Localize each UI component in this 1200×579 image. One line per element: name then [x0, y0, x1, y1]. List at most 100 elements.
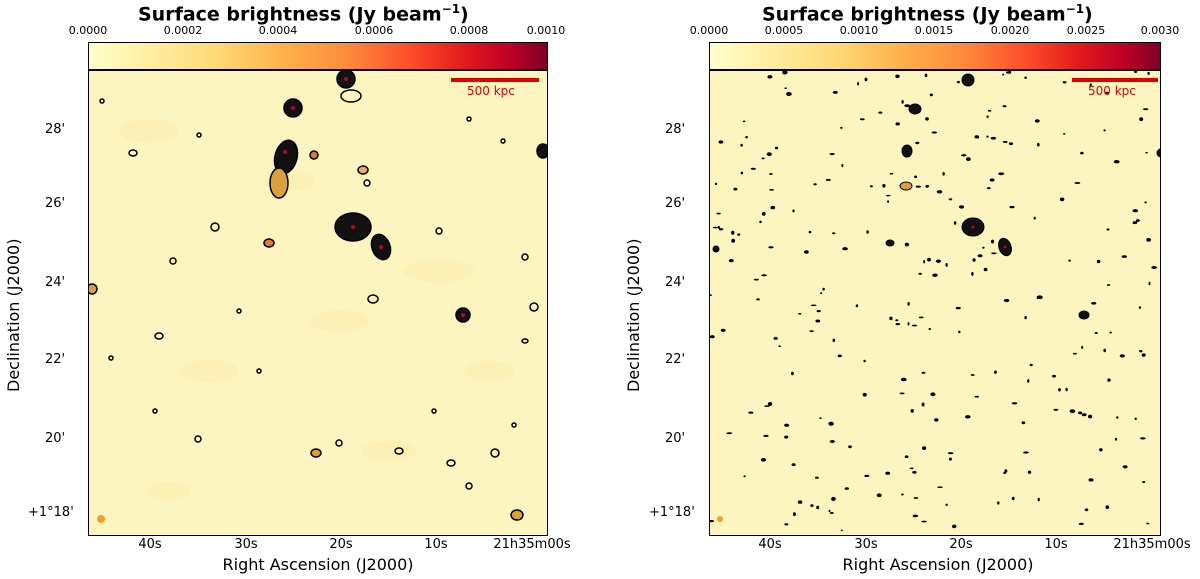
- noise-contour: [1122, 465, 1128, 469]
- noise-contour: [810, 304, 817, 307]
- noise-contour: [832, 91, 838, 94]
- noise-contour: [760, 458, 767, 462]
- noise-contour: [784, 435, 789, 439]
- noise-contour: [748, 411, 754, 414]
- noise-contour: [750, 167, 756, 170]
- noise-contour: [810, 504, 814, 507]
- colorbar-tick: 0.0004: [258, 24, 298, 37]
- noise-contour: [948, 457, 952, 461]
- x-tick-label: 40s: [138, 537, 162, 552]
- noise-contour: [778, 345, 781, 348]
- noise-contour: [1121, 255, 1127, 258]
- noise-contour: [1113, 160, 1120, 164]
- scale-bar-label: 500 kpc: [467, 84, 515, 98]
- x-tick-label: 20s: [949, 537, 973, 552]
- contour-map-image: [89, 71, 547, 535]
- noise-contour: [1069, 409, 1076, 414]
- noise-contour: [761, 274, 767, 277]
- y-axis-label: Declination (J2000): [4, 238, 23, 392]
- noise-contour: [1103, 129, 1106, 132]
- noise-contour: [742, 120, 746, 123]
- noise-contour: [1089, 83, 1092, 88]
- noise-contour: [761, 212, 766, 216]
- noise-contour: [945, 263, 948, 267]
- noise-contour: [1107, 378, 1111, 382]
- noise-contour: [712, 226, 718, 229]
- noise-contour: [1146, 238, 1151, 242]
- noise-contour: [798, 312, 802, 315]
- noise-contour: [887, 200, 890, 203]
- x-tick-label: 20s: [329, 537, 353, 552]
- colorbar-tick: 0.0002: [163, 24, 203, 37]
- y-tick-label: 28': [665, 122, 686, 137]
- noise-contour: [1072, 352, 1077, 355]
- noise-contour: [972, 258, 976, 262]
- x-tick-label: 30s: [854, 537, 878, 552]
- noise-contour: [1134, 71, 1138, 73]
- noise-contour: [885, 471, 891, 475]
- noise-contour: [1103, 348, 1106, 353]
- noise-contour: [911, 324, 918, 327]
- colorbar-tick: 0.0020: [990, 24, 1030, 37]
- noise-contour: [829, 440, 835, 443]
- noise-contour: [792, 209, 795, 213]
- noise-contour: [848, 445, 852, 449]
- noise-contour: [828, 509, 831, 513]
- noise-contour: [1021, 421, 1026, 425]
- noise-contour: [769, 173, 773, 175]
- noise-contour: [990, 239, 995, 244]
- colorbar-tick: 0.0006: [354, 24, 394, 37]
- noise-contour: [864, 77, 868, 82]
- noise-contour: [1078, 411, 1083, 415]
- panel-right: Surface brightness (Jy beam−1) 0.0000 0.…: [620, 0, 1200, 579]
- noise-contour: [831, 496, 836, 501]
- noise-contour: [816, 310, 821, 313]
- noise-contour: [816, 505, 820, 510]
- noise-contour: [1104, 91, 1110, 94]
- y-tick-label: 24': [45, 275, 66, 290]
- noise-contour: [1029, 363, 1033, 367]
- noise-contour: [1002, 105, 1007, 108]
- noise-contour: [784, 523, 789, 526]
- noise-contour: [918, 316, 924, 319]
- colorbar-tick: 0.0010: [839, 24, 879, 37]
- noise-contour: [1116, 416, 1119, 419]
- noise-contours: [710, 71, 1158, 532]
- noise-contour: [743, 475, 746, 478]
- noise-contour: [1034, 119, 1040, 123]
- x-axis-label: Right Ascension (J2000): [222, 555, 414, 574]
- noise-contour: [928, 327, 931, 331]
- noise-contour: [1091, 302, 1097, 305]
- noise-contour: [866, 230, 869, 234]
- noise-contour: [923, 260, 926, 264]
- noise-contour: [1053, 408, 1059, 411]
- noise-contour: [718, 140, 724, 144]
- noise-contour: [1058, 388, 1061, 392]
- noise-contour: [767, 402, 773, 406]
- noise-contour: [844, 487, 849, 490]
- noise-contour: [804, 250, 809, 254]
- noise-contour: [889, 172, 894, 175]
- noise-contour: [930, 392, 936, 397]
- noise-contour: [942, 172, 945, 176]
- noise-contour: [929, 93, 933, 97]
- noise-contour: [1105, 505, 1110, 509]
- noise-contour: [987, 109, 992, 112]
- panel-left: Surface brightness (Jy beam−1) 0.0000 0.…: [4, 2, 571, 574]
- noise-contour: [710, 520, 714, 523]
- noise-contour: [1078, 522, 1084, 525]
- noise-contour: [769, 188, 774, 191]
- noise-contour: [1109, 331, 1112, 334]
- noise-contour: [716, 212, 721, 215]
- noise-contour: [994, 370, 997, 374]
- noise-contour: [829, 511, 834, 514]
- x-axis-label: Right Ascension (J2000): [842, 555, 1034, 574]
- noise-contour: [813, 183, 817, 186]
- y-axis-label: Declination (J2000): [624, 238, 643, 392]
- noise-contour: [1084, 508, 1089, 512]
- noise-contour: [1148, 281, 1151, 286]
- noise-contour: [907, 322, 910, 326]
- noise-contour: [965, 415, 971, 419]
- noise-contour: [1143, 108, 1149, 111]
- noise-contour: [792, 512, 796, 517]
